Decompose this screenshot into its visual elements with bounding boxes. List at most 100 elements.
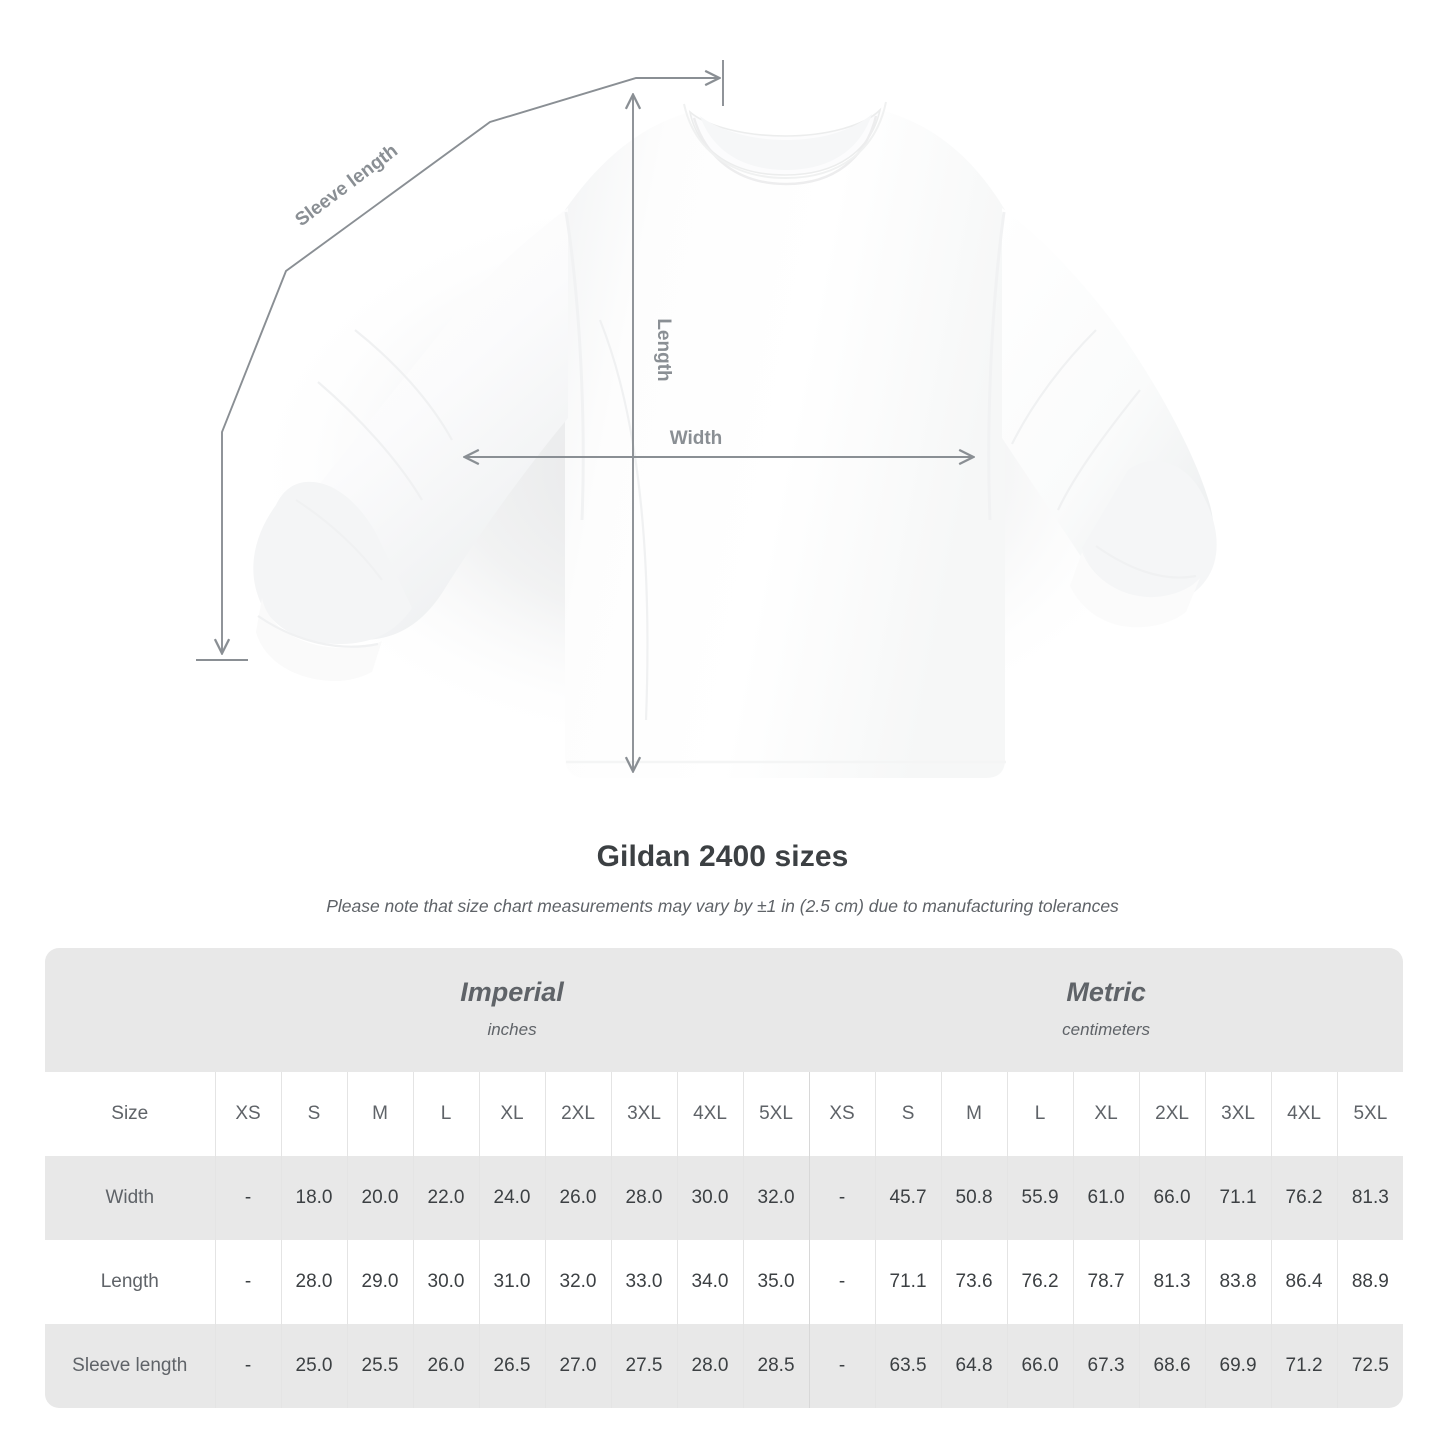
row-label-length: Length [100, 1271, 159, 1292]
unit-header-metric: Metric centimeters [809, 948, 1404, 1072]
cell-length-metric-m: 73.6 [940, 1240, 1008, 1324]
unit-header-row: Imperial inches Metric centimeters [45, 948, 1404, 1072]
size-column-header: Size [111, 1103, 149, 1124]
tolerance-note: Please note that size chart measurements… [326, 896, 1119, 916]
cell-sleeve-length-metric-5xl: 72.5 [1336, 1324, 1404, 1408]
cell-length-imperial-l: 30.0 [412, 1240, 479, 1324]
size-header-metric-l: L [1006, 1072, 1074, 1156]
cell-length-imperial-s: 28.0 [280, 1240, 347, 1324]
cell-width-imperial-xs: - [214, 1156, 281, 1240]
size-header-imperial-xl: XL [478, 1072, 545, 1156]
garment-torso [565, 110, 1005, 778]
cell-width-metric-s: 45.7 [874, 1156, 942, 1240]
right-armhole-seam [987, 211, 1006, 521]
table-row: Length -28.0 29.0 30.0 31.0 32.0 33.0 34.0 35.0-… [45, 1240, 1404, 1324]
cell-width-metric-xs: - [808, 1156, 876, 1240]
cell-length-metric-l: 76.2 [1006, 1240, 1074, 1324]
cell-sleeve-length-metric-m: 64.8 [940, 1324, 1008, 1408]
size-header-metric-4xl: 4XL [1270, 1072, 1338, 1156]
size-header-imperial-l: L [412, 1072, 479, 1156]
garment-diagram: Sleeve length Length Width [196, 60, 1217, 778]
cell-sleeve-length-imperial-3xl: 27.5 [610, 1324, 677, 1408]
cell-sleeve-length-imperial-xl: 26.5 [478, 1324, 545, 1408]
size-header-row: Size XS S M L XL 2XL 3XL 4XL 5XL XS S M L XL 2XL 3XL 4XL 5… [45, 1072, 1404, 1156]
size-header-metric-2xl: 2XL [1138, 1072, 1206, 1156]
width-label: Width [670, 428, 723, 449]
cell-width-imperial-3xl: 28.0 [610, 1156, 677, 1240]
page-title: Gildan 2400 sizes [596, 840, 849, 873]
size-header-metric-xs: XS [808, 1072, 876, 1156]
size-header-metric-xl: XL [1072, 1072, 1140, 1156]
cell-length-imperial-m: 29.0 [346, 1240, 413, 1324]
cell-width-metric-m: 50.8 [940, 1156, 1008, 1240]
unit-sub-imperial: inches [487, 1020, 537, 1039]
length-label: Length [653, 318, 674, 381]
garment-right-cuff-area [1082, 460, 1217, 606]
cell-sleeve-length-metric-3xl: 69.9 [1204, 1324, 1272, 1408]
table-row: Sleeve length -25.0 25.5 26.0 26.5 27.0 27.5 28… [45, 1324, 1404, 1408]
cell-sleeve-length-metric-2xl: 68.6 [1138, 1324, 1206, 1408]
cell-length-imperial-5xl: 35.0 [742, 1240, 810, 1324]
size-header-metric-5xl: 5XL [1336, 1072, 1404, 1156]
unit-name-metric: Metric [1066, 977, 1146, 1007]
size-header-imperial-5xl: 5XL [742, 1072, 810, 1156]
cell-sleeve-length-imperial-xs: - [214, 1324, 281, 1408]
unit-header-imperial: Imperial inches [215, 948, 810, 1072]
cell-length-imperial-3xl: 33.0 [610, 1240, 677, 1324]
cell-width-imperial-l: 22.0 [412, 1156, 479, 1240]
cell-length-metric-2xl: 81.3 [1138, 1240, 1206, 1324]
table-row: Width -18.0 20.0 22.0 24.0 26.0 28.0 30.0 32.0-4… [45, 1156, 1404, 1240]
cell-width-imperial-s: 18.0 [280, 1156, 347, 1240]
cell-width-metric-xl: 61.0 [1072, 1156, 1140, 1240]
garment-right-cuff [1070, 552, 1200, 628]
cell-length-metric-4xl: 86.4 [1270, 1240, 1338, 1324]
cell-sleeve-length-metric-s: 63.5 [874, 1324, 942, 1408]
unit-band-spacer [45, 948, 215, 1072]
cell-sleeve-length-metric-l: 66.0 [1006, 1324, 1074, 1408]
cell-sleeve-length-metric-4xl: 71.2 [1270, 1324, 1338, 1408]
size-header-imperial-4xl: 4XL [676, 1072, 743, 1156]
cell-width-metric-2xl: 66.0 [1138, 1156, 1206, 1240]
cell-width-imperial-xl: 24.0 [478, 1156, 545, 1240]
size-header-imperial-3xl: 3XL [610, 1072, 677, 1156]
unit-sub-metric: centimeters [1062, 1020, 1151, 1039]
cell-sleeve-length-imperial-2xl: 27.0 [544, 1324, 611, 1408]
cell-sleeve-length-imperial-5xl: 28.5 [742, 1324, 810, 1408]
cell-length-imperial-xs: - [214, 1240, 281, 1324]
cell-sleeve-length-imperial-l: 26.0 [412, 1324, 479, 1408]
garment-diagram-svg: Sleeve length Length Width [196, 60, 1217, 778]
title-block: Gildan 2400 sizes Please note that size … [0, 838, 1445, 918]
garment-neck-opening [700, 114, 872, 170]
sleeve-length-label: Sleeve length [291, 140, 401, 230]
cell-length-imperial-xl: 31.0 [478, 1240, 545, 1324]
cell-width-imperial-2xl: 26.0 [544, 1156, 611, 1240]
measurement-lines [196, 60, 972, 770]
cell-length-metric-5xl: 88.9 [1336, 1240, 1404, 1324]
size-chart-table-wrap: Imperial inches Metric centimeters Size XS S M L… [45, 948, 1404, 1408]
garment-left-cuff [256, 598, 382, 681]
size-header-imperial-2xl: 2XL [544, 1072, 611, 1156]
cell-length-metric-3xl: 83.8 [1204, 1240, 1272, 1324]
cell-length-metric-xl: 78.7 [1072, 1240, 1140, 1324]
row-label-sleeve-length: Sleeve length [45, 1324, 215, 1408]
size-chart-table: Imperial inches Metric centimeters Size XS S M L… [45, 948, 1404, 1408]
cell-width-metric-4xl: 76.2 [1270, 1156, 1338, 1240]
sleeve-length-measure-line [222, 78, 718, 652]
cell-sleeve-length-metric-xs: - [808, 1324, 876, 1408]
cell-sleeve-length-imperial-s: 25.0 [280, 1324, 347, 1408]
row-label-width: Width [45, 1156, 215, 1240]
cell-sleeve-length-imperial-m: 25.5 [346, 1324, 413, 1408]
size-header-imperial-s: S [280, 1072, 347, 1156]
cell-width-metric-5xl: 81.3 [1336, 1156, 1404, 1240]
cell-sleeve-length-imperial-4xl: 28.0 [676, 1324, 743, 1408]
cell-width-imperial-5xl: 32.0 [742, 1156, 810, 1240]
size-header-metric-3xl: 3XL [1204, 1072, 1272, 1156]
cell-length-metric-s: 71.1 [874, 1240, 942, 1324]
size-header-imperial-m: M [346, 1072, 413, 1156]
cell-width-metric-l: 55.9 [1006, 1156, 1074, 1240]
size-header-metric-s: S [874, 1072, 942, 1156]
cell-sleeve-length-metric-xl: 67.3 [1072, 1324, 1140, 1408]
size-header-metric-m: M [940, 1072, 1008, 1156]
cell-width-imperial-4xl: 30.0 [676, 1156, 743, 1240]
cell-length-metric-xs: - [808, 1240, 876, 1324]
